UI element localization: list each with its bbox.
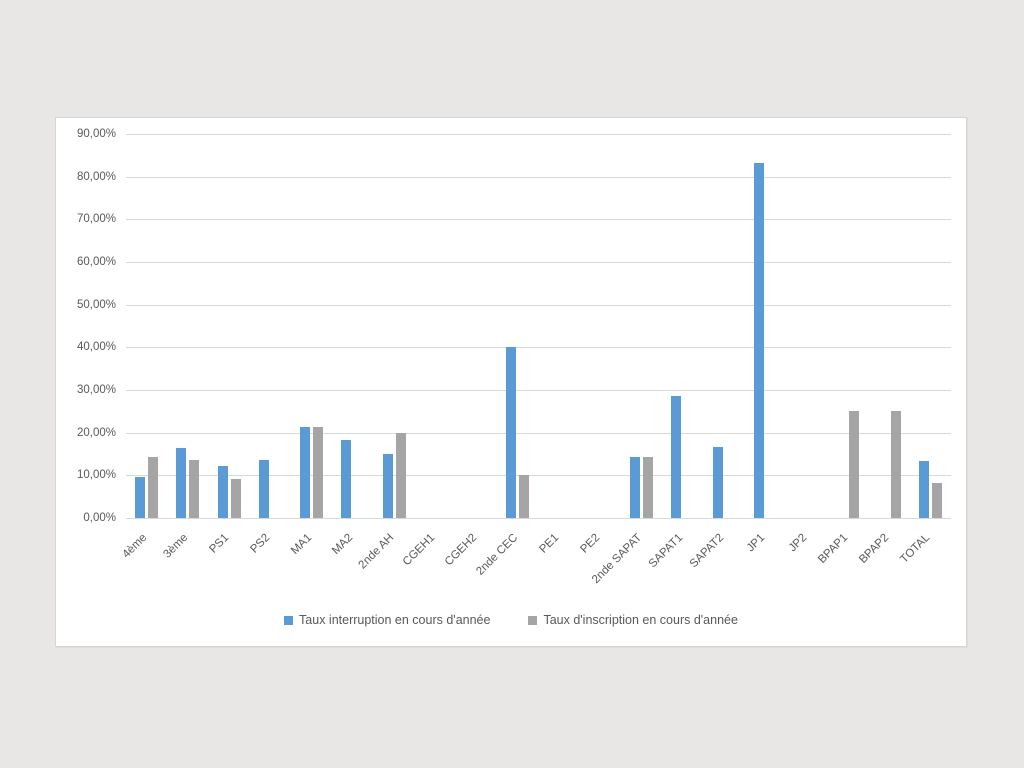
y-axis-tick-label: 30,00% (76, 384, 116, 396)
gridline (126, 390, 951, 391)
x-axis-category-label: PS1 (207, 531, 232, 556)
gridline (126, 134, 951, 135)
x-axis-category-label: 2nde CEC (474, 531, 521, 578)
bar-interruption-SAPAT2 (712, 446, 723, 518)
bar-interruption-PS1 (217, 465, 228, 518)
bar-interruption-JP1 (753, 162, 764, 518)
x-axis-category-label: MA1 (288, 531, 314, 557)
bar-inscription-PS1 (230, 479, 241, 518)
legend-label-interruption: Taux interruption en cours d'année (299, 613, 491, 627)
y-axis-tick-label: 10,00% (76, 469, 116, 482)
y-axis-tick-label: 70,00% (76, 213, 116, 226)
x-axis-category-label: CGEH2 (442, 531, 479, 569)
chart-panel: 0,00% 10,00% 20,00% 30,00% 40,00% 50,00% 60,00… (55, 117, 967, 647)
bar-interruption-MA2 (341, 439, 352, 518)
legend-item-interruption: Taux interruption en cours d'année (284, 613, 490, 627)
x-axis-category-label: 2nde AH (356, 531, 397, 572)
bar-inscription-4ème (148, 457, 159, 518)
x-axis-category-label: PS2 (248, 531, 273, 556)
bar-inscription-TOTAL (931, 482, 942, 518)
x-axis-category-label: 4ème (120, 531, 149, 561)
legend-label-inscription: Taux d'inscription en cours d'année (543, 613, 738, 627)
x-axis-category-label: 2nde SAPAT (589, 531, 644, 587)
gridline (126, 176, 951, 178)
bar-interruption-2nde SAPAT (630, 457, 641, 518)
legend-marker-inscription-icon (528, 615, 538, 625)
gridline (126, 518, 951, 519)
y-axis-tick-label: 90,00% (76, 128, 116, 140)
bar-inscription-MA1 (313, 427, 324, 518)
y-axis-tick-label: 50,00% (76, 298, 116, 311)
y-axis-tick-label: 80,00% (76, 170, 116, 183)
x-axis-category-label: SAPAT2 (687, 531, 727, 571)
bar-interruption-TOTAL (918, 461, 929, 518)
legend-marker-interruption-icon (284, 615, 294, 625)
bar-inscription-BPAP2 (890, 411, 901, 518)
x-axis-category-label: 3ème (161, 531, 191, 561)
bar-inscription-BPAP1 (849, 411, 860, 518)
x-axis-category-label: JP1 (745, 531, 768, 555)
x-axis-category-label: MA2 (329, 531, 356, 557)
gridline (126, 475, 951, 477)
bar-interruption-3ème (176, 448, 187, 518)
x-axis-category-label: SAPAT1 (646, 531, 686, 571)
y-axis-tick-label: 20,00% (76, 426, 116, 439)
bar-interruption-2nde CEC (506, 347, 517, 518)
y-axis-tick-label: 40,00% (76, 341, 116, 354)
gridline (126, 304, 951, 306)
x-axis-category-label: PE2 (578, 531, 603, 556)
gridline (126, 262, 951, 263)
bar-interruption-2nde AH (382, 454, 393, 518)
bar-interruption-4ème (135, 477, 146, 518)
y-axis-tick-label: 0,00% (83, 512, 116, 524)
x-axis-category-label: PE1 (537, 531, 562, 556)
gridline (126, 347, 951, 349)
bar-inscription-2nde CEC (519, 475, 530, 518)
x-axis-category-label: TOTAL (898, 531, 933, 566)
x-axis-category-label: JP2 (786, 531, 809, 555)
legend-item-inscription: Taux d'inscription en cours d'année (528, 613, 738, 627)
bar-inscription-3ème (189, 459, 200, 518)
gridline (126, 432, 951, 434)
x-axis-category-label: BPAP2 (857, 531, 892, 566)
legend: Taux interruption en cours d'année Taux … (56, 613, 966, 627)
gridline (126, 219, 951, 221)
bar-inscription-2nde SAPAT (643, 457, 654, 518)
y-axis-tick-label: 60,00% (76, 256, 116, 268)
bar-interruption-SAPAT1 (671, 395, 682, 518)
bar-inscription-2nde AH (395, 432, 406, 518)
x-axis-category-label: CGEH1 (401, 531, 438, 569)
bar-interruption-PS2 (258, 460, 269, 518)
plot-area: 0,00% 10,00% 20,00% 30,00% 40,00% 50,00% 60,00… (77, 128, 951, 586)
x-axis-category-label: BPAP1 (816, 531, 851, 566)
bar-interruption-MA1 (300, 427, 311, 518)
